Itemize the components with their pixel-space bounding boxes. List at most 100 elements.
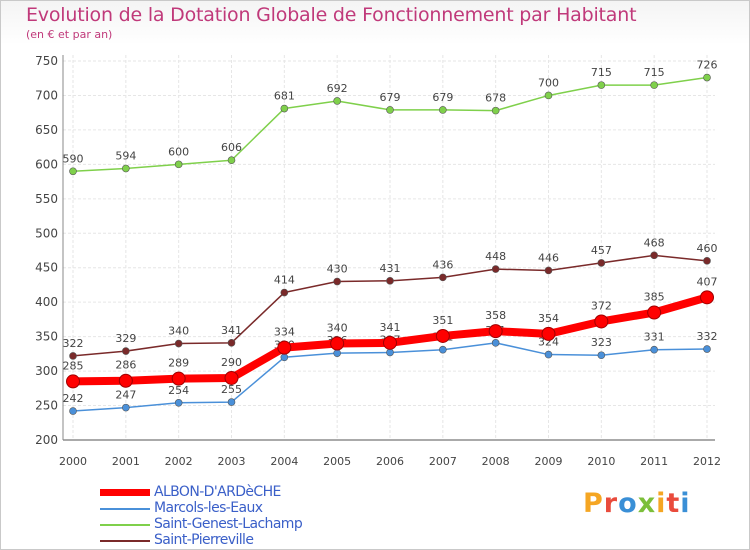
data-point <box>122 164 130 173</box>
data-point <box>171 371 186 386</box>
data-point <box>280 353 289 362</box>
data-point <box>597 351 606 360</box>
data-label: 334 <box>274 326 295 339</box>
data-point <box>174 339 183 348</box>
chart-subtitle: (en € et par an) <box>26 28 113 41</box>
y-tick-label: 500 <box>35 226 58 240</box>
data-label: 679 <box>380 91 401 104</box>
data-label: 407 <box>697 275 718 288</box>
data-label: 600 <box>168 145 189 158</box>
chart-title: Evolution de la Dotation Globale de Fonc… <box>26 4 637 26</box>
data-point <box>330 336 345 351</box>
data-point <box>491 106 500 115</box>
data-label: 679 <box>432 91 453 104</box>
x-tick-label: 2002 <box>165 455 193 468</box>
data-label: 448 <box>485 250 506 263</box>
data-label: 715 <box>644 66 665 79</box>
data-point <box>227 398 236 406</box>
data-point <box>650 251 658 260</box>
data-point <box>122 403 130 412</box>
data-label: 726 <box>697 59 718 72</box>
data-label: 341 <box>380 321 401 334</box>
data-label: 354 <box>538 312 559 325</box>
data-point <box>650 345 658 354</box>
x-tick-label: 2012 <box>693 455 721 468</box>
x-tick-label: 2004 <box>270 455 298 468</box>
data-point <box>174 160 183 169</box>
data-label: 594 <box>115 149 136 162</box>
data-point <box>541 326 556 341</box>
data-point <box>439 273 447 282</box>
data-point <box>544 266 553 275</box>
logo-letter: i <box>656 488 667 519</box>
data-label: 340 <box>168 325 189 338</box>
y-tick-label: 650 <box>35 123 58 137</box>
x-tick-label: 2008 <box>482 455 510 468</box>
legend-label-saint-pierreville: Saint-Pierreville <box>154 532 254 548</box>
data-point <box>439 106 447 114</box>
data-label: 340 <box>327 322 348 335</box>
x-tick-label: 2006 <box>376 455 404 468</box>
data-point <box>544 350 553 359</box>
data-point <box>435 328 450 343</box>
data-label: 692 <box>327 82 348 95</box>
data-point <box>386 106 394 114</box>
data-label: 255 <box>221 383 242 396</box>
series-3: 322 329 340 341 414 430 431 436 448 446 457 468 460 <box>63 236 718 360</box>
logo-letter: P <box>583 488 604 519</box>
data-point <box>118 373 133 388</box>
data-point <box>700 290 714 305</box>
data-point <box>594 314 609 329</box>
data-label: 247 <box>115 389 136 402</box>
data-point <box>703 73 711 82</box>
data-point <box>333 97 341 105</box>
data-label: 358 <box>485 309 506 322</box>
data-label: 715 <box>591 66 612 79</box>
y-tick-label: 750 <box>35 54 58 68</box>
data-point <box>386 348 394 357</box>
data-point <box>647 305 662 320</box>
y-tick-label: 600 <box>35 157 58 171</box>
data-label: 681 <box>274 90 295 103</box>
data-label: 324 <box>538 336 559 349</box>
data-point <box>650 81 658 89</box>
data-point <box>122 347 130 355</box>
data-label: 322 <box>63 337 84 350</box>
data-label: 341 <box>221 324 242 337</box>
data-label: 254 <box>168 384 189 397</box>
data-point <box>333 349 341 357</box>
data-label: 332 <box>697 330 718 343</box>
series-0: 285 286 289 290 334 340 341 351 358 354 372 385 407 <box>63 275 718 389</box>
y-tick-label: 700 <box>35 88 58 102</box>
logo-letter: t <box>666 488 681 519</box>
data-point <box>544 91 553 100</box>
data-label: 446 <box>538 251 559 264</box>
data-point <box>69 407 77 415</box>
data-point <box>174 398 183 407</box>
data-label: 590 <box>63 152 84 165</box>
y-tick-label: 200 <box>35 433 58 447</box>
data-point <box>386 277 394 285</box>
legend-swatch-marcols <box>100 508 150 510</box>
data-point <box>491 265 500 273</box>
x-tick-label: 2000 <box>59 455 87 468</box>
data-point <box>333 277 341 286</box>
data-label: 414 <box>274 274 295 287</box>
logo-letter: x <box>637 488 657 519</box>
legend-label-saint-genest: Saint-Genest-Lachamp <box>154 516 303 532</box>
x-tick-label: 2007 <box>429 455 457 468</box>
y-tick-label: 550 <box>35 192 58 206</box>
x-tick-label: 2005 <box>323 455 351 468</box>
data-label: 431 <box>380 262 401 275</box>
data-label: 285 <box>63 359 84 372</box>
x-tick-label: 2009 <box>535 455 563 468</box>
proxiti-logo: Proxiti <box>583 488 691 519</box>
data-label: 286 <box>115 359 136 372</box>
legend-swatch-albon <box>100 489 150 496</box>
x-tick-label: 2001 <box>112 455 140 468</box>
data-label: 460 <box>697 242 718 255</box>
x-tick-label: 2010 <box>587 455 615 468</box>
data-label: 289 <box>168 357 189 370</box>
data-point <box>703 345 711 353</box>
